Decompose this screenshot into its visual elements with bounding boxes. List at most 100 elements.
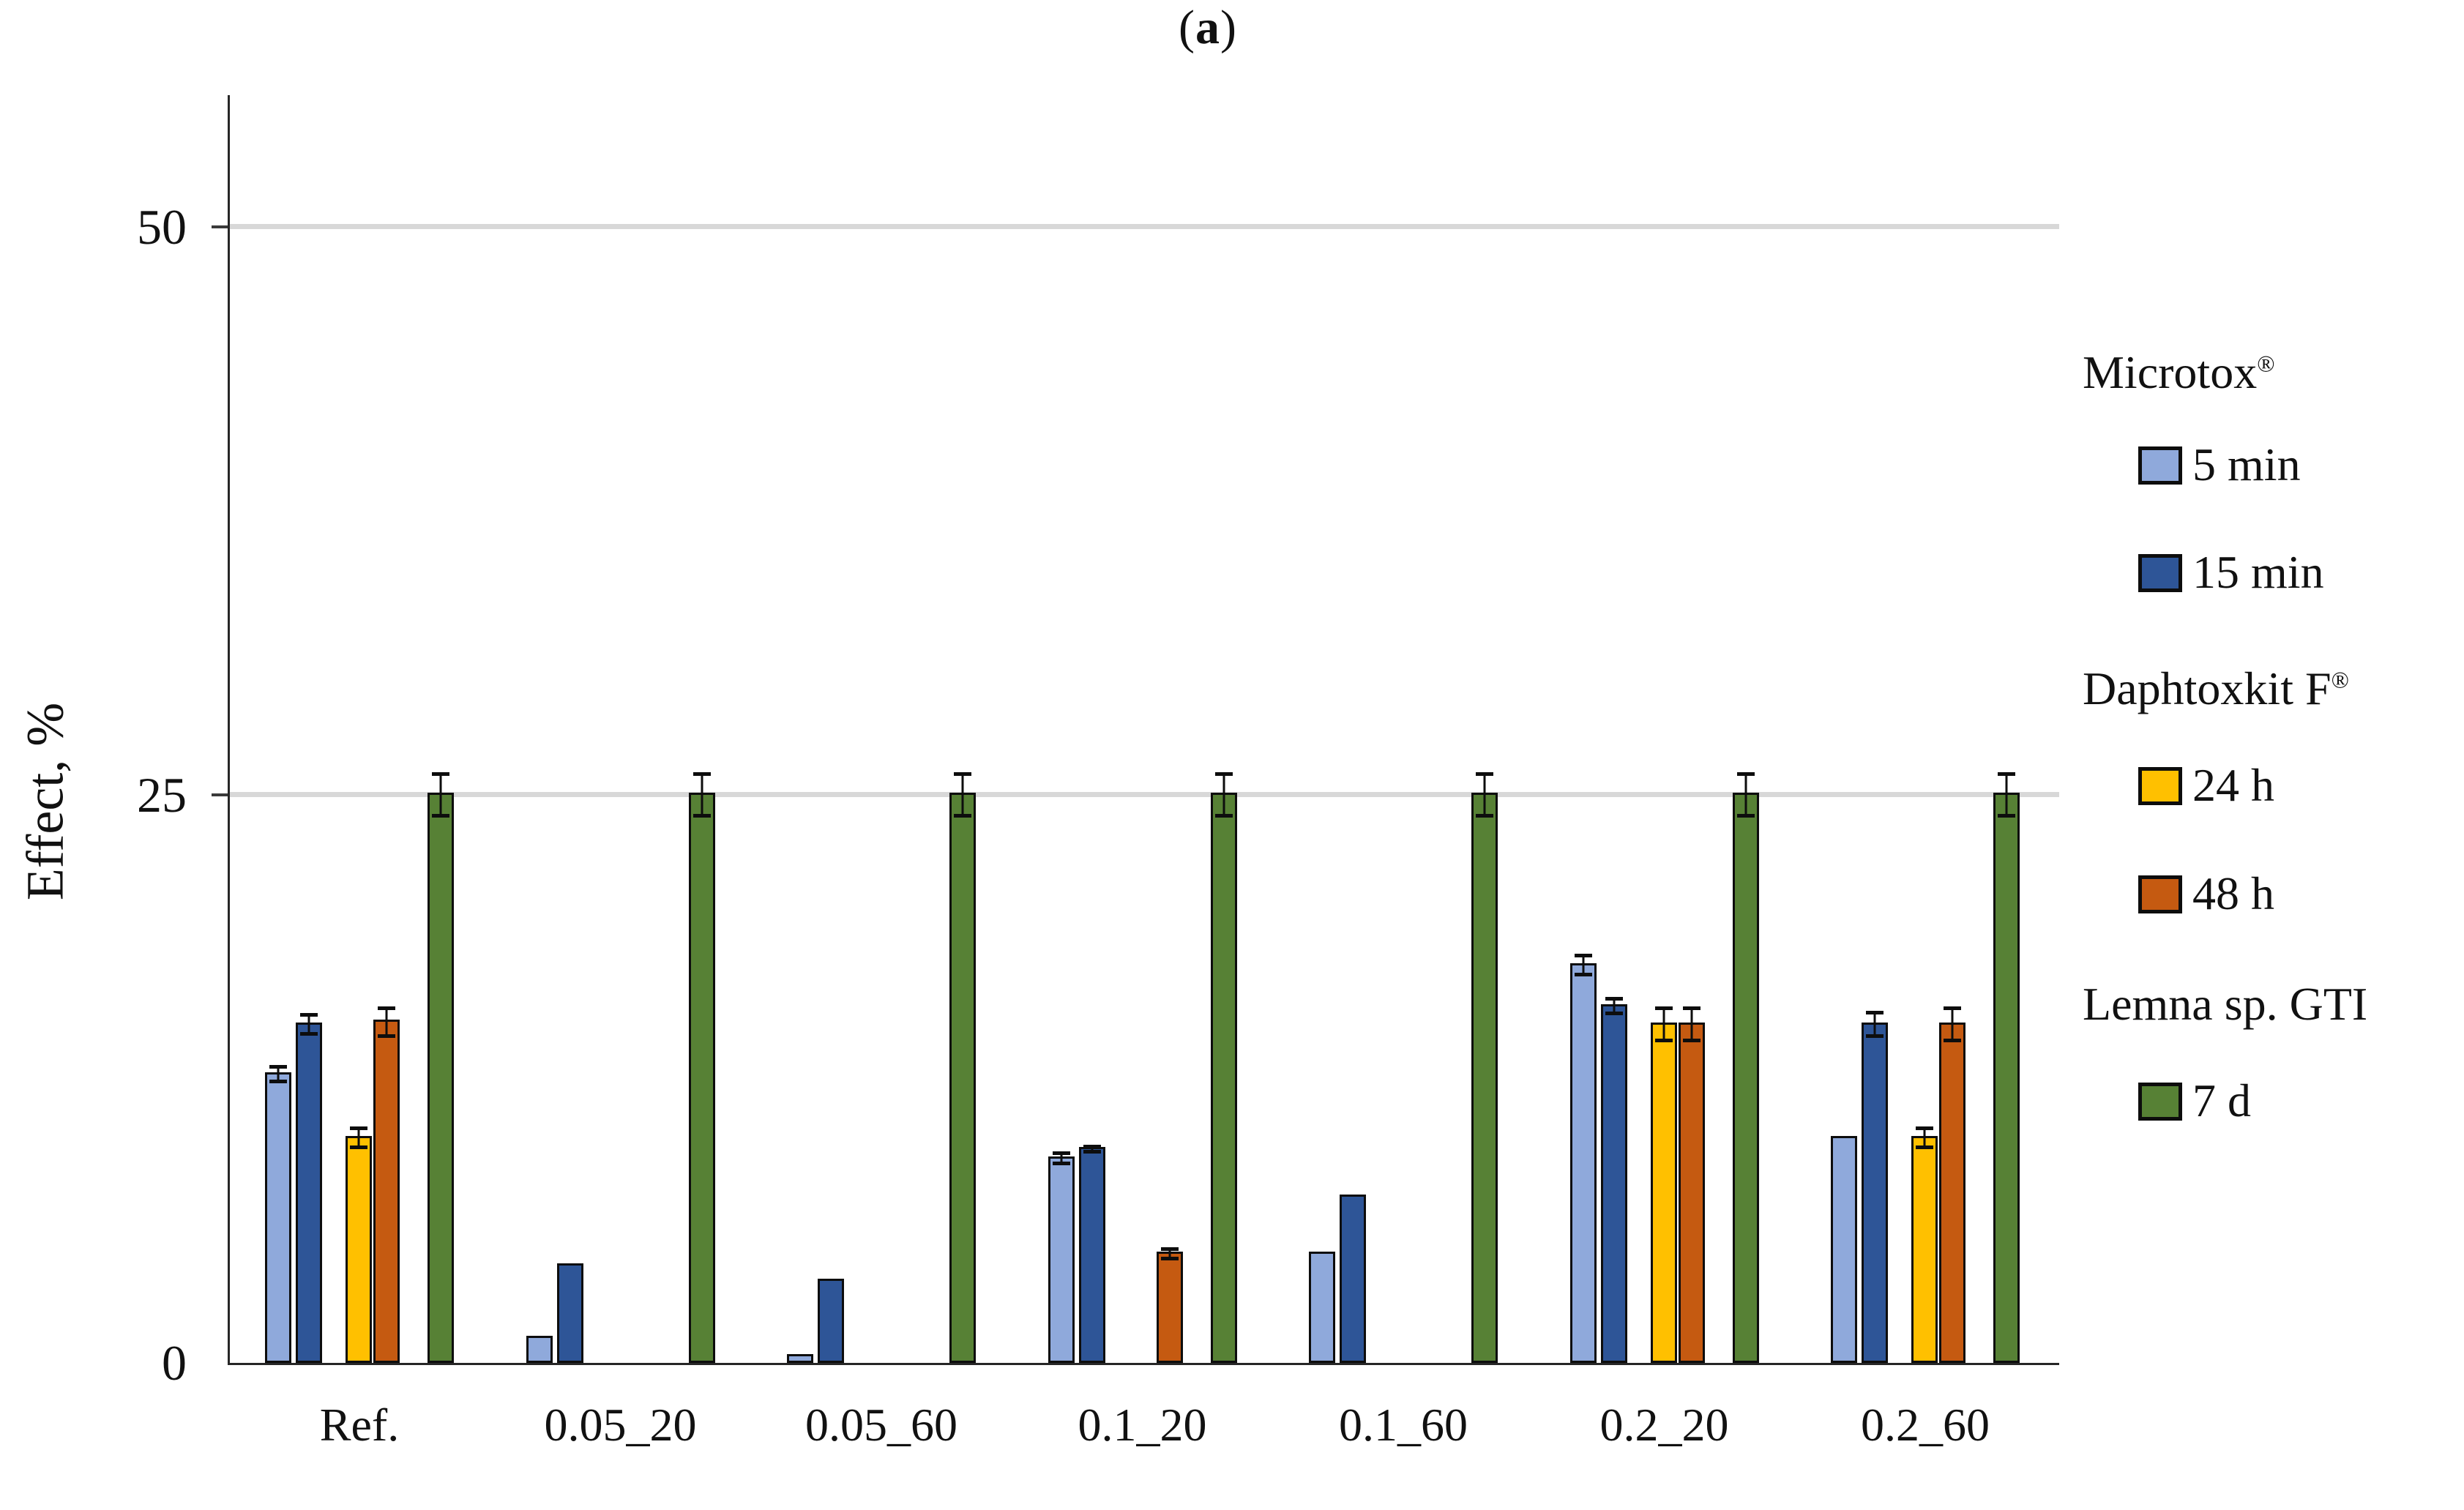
error-bar-7-d-0-05-20	[692, 771, 711, 818]
plot-area: Ref. 0.05_20 0.05_60 0.1_20 0.1_60 0.2_20 0.2_…	[228, 95, 2059, 1451]
bar-7-d-0-05-20	[688, 793, 715, 1363]
gridline-25	[230, 792, 2059, 797]
error-bar-7-d-0-05-60	[954, 771, 971, 818]
error-bar-48-h-0-1-20	[1160, 1247, 1179, 1261]
bar-15-min-0-05-20	[556, 1263, 583, 1363]
error-bar-line	[277, 1069, 280, 1080]
error-bar-7-d-0-1-20	[1214, 771, 1233, 818]
figure-title: (a)	[1025, 0, 1391, 56]
error-bar-24-h-0-2-20	[1654, 1006, 1673, 1043]
bar-15-min-ref	[296, 1022, 322, 1363]
bar-5-min-0-2-60	[1831, 1135, 1857, 1363]
bar-24-h-0-2-60	[1911, 1135, 1938, 1363]
error-bar-line	[1168, 1250, 1171, 1257]
error-bar-line	[1091, 1148, 1093, 1151]
error-bar-7-d-0-2-60	[1998, 771, 2015, 818]
error-bar-48-h-ref	[378, 1006, 395, 1039]
y-tickmark-50	[212, 225, 229, 228]
error-bar-24-h-ref	[350, 1126, 367, 1150]
bar-7-d-0-1-20	[1210, 793, 1237, 1363]
error-bar-line	[1662, 1009, 1665, 1039]
error-bar-48-h-0-2-60	[1944, 1006, 1961, 1043]
bar-5-min-0-05-60	[787, 1353, 813, 1363]
swatch-7d-icon	[2138, 1083, 2182, 1121]
error-bar-line	[1613, 1001, 1615, 1012]
error-bar-line	[385, 1009, 388, 1035]
swatch-24h-icon	[2138, 767, 2182, 806]
bar-5-min-0-1-20	[1048, 1156, 1075, 1363]
error-bar-line	[701, 775, 703, 815]
legend-item-5min: 5 min	[2138, 431, 2301, 498]
swatch-15min-icon	[2138, 554, 2182, 593]
error-bar-15-min-0-2-60	[1866, 1010, 1884, 1039]
error-bar-line	[1923, 1130, 1926, 1146]
legend: Microtox® 5 min 15 min Daphtoxkit F® 24 …	[2083, 333, 2463, 1167]
registered-mark-icon: ®	[2331, 666, 2349, 693]
bar-7-d-0-1-60	[1471, 793, 1498, 1363]
bar-15-min-0-2-60	[1862, 1022, 1888, 1363]
y-tick-0: 0	[162, 1335, 187, 1391]
bar-15-min-0-1-60	[1340, 1195, 1366, 1363]
error-bar-line	[1951, 1009, 1954, 1039]
error-bar-7-d-0-1-60	[1476, 771, 1493, 818]
legend-header-daphtoxkit: Daphtoxkit F®	[2083, 655, 2349, 722]
error-bar-24-h-0-2-60	[1916, 1126, 1933, 1150]
error-bar-line	[1582, 957, 1584, 973]
error-bar-line	[2005, 775, 2008, 815]
bar-24-h-0-2-20	[1650, 1022, 1677, 1363]
error-bar-line	[307, 1017, 310, 1033]
swatch-48h-icon	[2138, 875, 2182, 914]
legend-header-text: Daphtoxkit F	[2083, 662, 2332, 714]
bar-48-h-0-2-60	[1939, 1022, 1965, 1363]
error-bar-5-min-0-2-20	[1574, 954, 1592, 977]
legend-label-7d: 7 d	[2192, 1074, 2251, 1126]
error-bar-15-min-ref	[300, 1013, 318, 1036]
x-tick-0-2-60: 0.2_60	[1861, 1399, 1990, 1451]
y-tick-50: 50	[137, 199, 187, 255]
legend-item-24h: 24 h	[2138, 752, 2274, 819]
y-axis-label: Effect, %	[15, 702, 75, 901]
bar-24-h-ref	[346, 1135, 372, 1363]
bar-48-h-0-1-20	[1156, 1252, 1183, 1363]
legend-header-text: Microtox	[2083, 346, 2258, 398]
title-paren-close: )	[1220, 1, 1237, 54]
error-bar-line	[1873, 1014, 1876, 1035]
x-tick-0-1-60: 0.1_60	[1339, 1399, 1468, 1451]
x-tick-0-05-20: 0.05_20	[544, 1399, 697, 1451]
legend-item-15min: 15 min	[2138, 539, 2324, 606]
bar-5-min-0-2-20	[1569, 963, 1597, 1363]
error-bar-line	[1060, 1155, 1062, 1162]
bar-15-min-0-1-20	[1078, 1147, 1105, 1363]
error-bar-15-min-0-1-20	[1083, 1145, 1101, 1154]
error-bar-line	[961, 775, 964, 815]
legend-header-microtox: Microtox®	[2083, 339, 2275, 406]
error-bar-line	[1222, 775, 1225, 815]
error-bar-5-min-ref	[269, 1065, 287, 1084]
error-bar-7-d-ref	[432, 771, 449, 818]
error-bar-48-h-0-2-20	[1682, 1006, 1700, 1043]
title-paren-open: (	[1179, 1, 1195, 54]
gridline-50	[230, 224, 2059, 229]
legend-header-text: Lemna sp. GTI	[2083, 978, 2368, 1030]
bar-48-h-0-2-20	[1678, 1022, 1705, 1363]
bar-7-d-0-2-20	[1732, 793, 1759, 1363]
swatch-5min-icon	[2138, 446, 2182, 485]
bar-7-d-0-2-60	[1993, 793, 2020, 1363]
title-letter: a	[1195, 1, 1220, 54]
bar-5-min-ref	[265, 1072, 291, 1363]
error-bar-line	[1744, 775, 1747, 815]
legend-label-24h: 24 h	[2192, 759, 2274, 811]
error-bar-line	[1690, 1009, 1692, 1039]
legend-label-48h: 48 h	[2192, 867, 2274, 919]
bar-5-min-0-1-60	[1309, 1252, 1335, 1363]
error-bar-15-min-0-2-20	[1605, 997, 1623, 1016]
bar-15-min-0-05-60	[818, 1279, 844, 1363]
y-tick-25: 25	[137, 767, 187, 823]
y-tickmark-25	[212, 793, 229, 796]
legend-label-15min: 15 min	[2192, 546, 2324, 598]
bar-15-min-0-2-20	[1600, 1003, 1627, 1363]
bar-7-d-0-05-60	[949, 793, 976, 1363]
x-tick-0-2-20: 0.2_20	[1599, 1399, 1729, 1451]
x-tick-0-1-20: 0.1_20	[1078, 1399, 1207, 1451]
